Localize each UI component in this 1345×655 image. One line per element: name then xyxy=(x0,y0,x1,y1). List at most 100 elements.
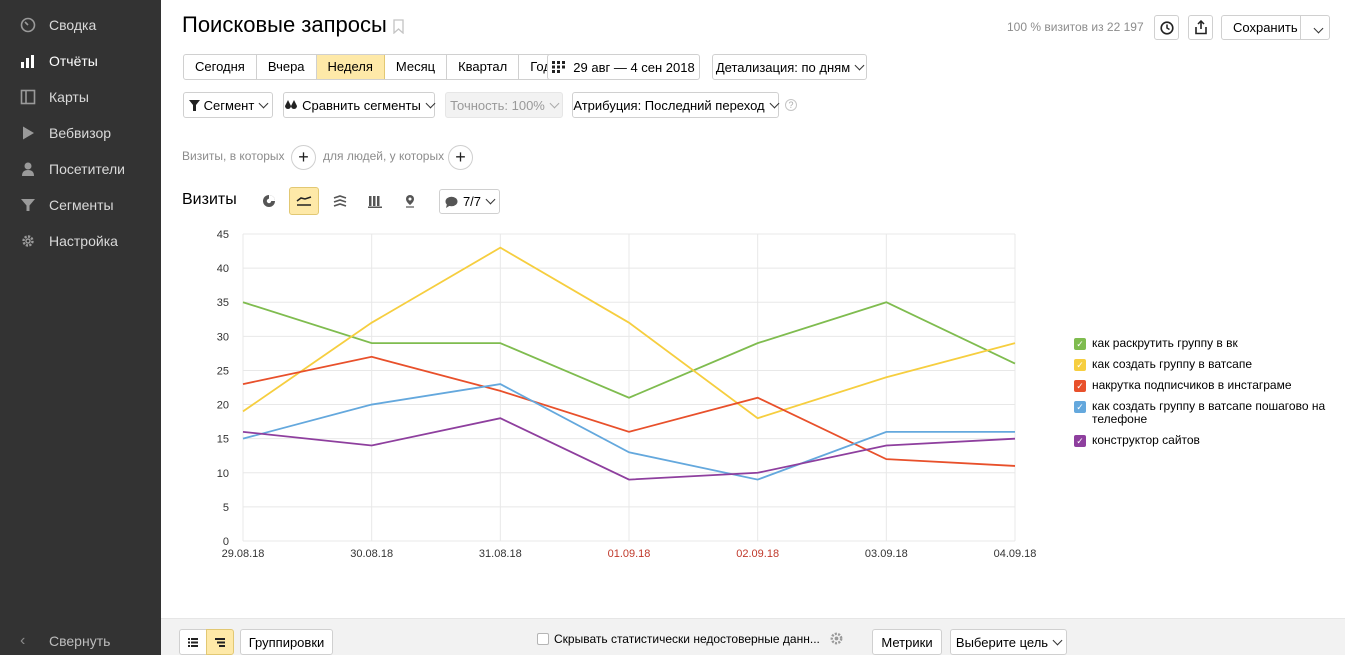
attribution-dropdown[interactable]: Атрибуция: Последний переход xyxy=(572,92,780,118)
stacked-area-view-button[interactable] xyxy=(325,187,355,215)
x-tick-label: 29.08.18 xyxy=(222,548,265,560)
save-label: Сохранить xyxy=(1222,16,1301,39)
line-chart-icon xyxy=(296,196,312,206)
compare-segments-dropdown[interactable]: Сравнить сегменты xyxy=(283,92,436,118)
metrics-label: Метрики xyxy=(881,634,933,650)
y-axis-ticks: 0 5 10 15 20 25 30 35 40 45 xyxy=(217,229,229,548)
tab-year[interactable]: Год xyxy=(530,59,551,74)
collapse-sidebar-button[interactable]: ‹ Свернуть xyxy=(20,632,110,650)
tree-view-button[interactable] xyxy=(206,629,234,655)
y-tick-label: 40 xyxy=(217,263,229,275)
x-axis-ticks: 29.08.18 30.08.18 31.08.18 01.09.18 02.09.18… xyxy=(222,548,1037,560)
legend-item[interactable]: ✓ как создать группу в ватсапе пошагово н… xyxy=(1074,400,1334,426)
save-button[interactable]: Сохранить xyxy=(1221,15,1330,40)
attribution-label: Атрибуция: Последний переход xyxy=(573,97,765,113)
footer-toolbar: Группировки Метрики Выберите цель xyxy=(161,618,1345,655)
tab-week[interactable]: Неделя xyxy=(316,55,385,79)
legend-label: как создать группу в ватсапе xyxy=(1092,357,1252,371)
goal-dropdown[interactable]: Выберите цель xyxy=(950,629,1067,655)
person-icon xyxy=(20,161,36,177)
sidebar-item-label: Настройка xyxy=(49,233,118,249)
series-line-1 xyxy=(242,301,1016,399)
page-title: Поисковые запросы xyxy=(182,12,387,37)
sidebar-item-visitors[interactable]: Посетители xyxy=(20,157,125,181)
list-view-button[interactable] xyxy=(179,629,207,655)
checkbox-checked-icon[interactable]: ✓ xyxy=(1074,338,1086,350)
legend-item[interactable]: ✓ как раскрутить группу в вк xyxy=(1074,337,1334,350)
period-tabs: Сегодня Вчера Неделя Месяц Квартал Год xyxy=(183,54,563,80)
hide-unreliable-label: Скрывать статистически недостоверные дан… xyxy=(554,632,820,646)
checkbox-checked-icon[interactable]: ✓ xyxy=(1074,435,1086,447)
chevron-left-icon: ‹ xyxy=(20,632,26,649)
list-icon xyxy=(188,637,198,647)
map-view-button[interactable] xyxy=(395,187,425,215)
legend-item[interactable]: ✓ накрутка подписчиков в инстаграме xyxy=(1074,379,1334,392)
history-button[interactable] xyxy=(1154,15,1179,40)
y-tick-label: 0 xyxy=(223,536,229,548)
sidebar-item-segments[interactable]: Сегменты xyxy=(20,193,114,217)
chart-grid xyxy=(242,233,1016,542)
sidebar-item-label: Посетители xyxy=(49,161,125,177)
y-tick-label: 25 xyxy=(217,365,229,377)
groupings-label: Группировки xyxy=(248,634,325,650)
tab-quarter[interactable]: Квартал xyxy=(447,55,520,79)
metrics-button[interactable]: Метрики xyxy=(872,629,942,655)
legend-label: как создать группу в ватсапе пошагово на… xyxy=(1092,399,1326,426)
pie-chart-icon xyxy=(263,195,275,207)
export-button[interactable] xyxy=(1188,15,1213,40)
visits-filter-label: Визиты, в которых xyxy=(182,149,285,163)
legend-item[interactable]: ✓ конструктор сайтов xyxy=(1074,434,1334,447)
y-tick-label: 30 xyxy=(217,331,229,343)
sidebar-item-label: Сегменты xyxy=(49,197,114,213)
series-line-2 xyxy=(242,246,1016,420)
sidebar-item-label: Отчёты xyxy=(49,53,98,69)
upload-icon xyxy=(1194,20,1207,35)
sidebar-item-label: Карты xyxy=(49,89,89,105)
accuracy-dropdown[interactable]: Точность: 100% xyxy=(445,92,563,118)
x-tick-label: 03.09.18 xyxy=(865,548,908,560)
series-select-dropdown[interactable]: 7/7 xyxy=(439,189,500,214)
sidebar-item-maps[interactable]: Карты xyxy=(20,85,89,109)
save-dropdown-chevron-icon[interactable] xyxy=(1301,20,1329,35)
segment-label: Сегмент xyxy=(203,97,255,113)
chevron-down-icon xyxy=(549,98,560,108)
checkbox-checked-icon[interactable]: ✓ xyxy=(1074,401,1086,413)
chevron-down-icon xyxy=(1052,635,1063,645)
add-visit-filter-button[interactable]: + xyxy=(291,145,316,170)
tab-month[interactable]: Месяц xyxy=(385,55,448,79)
line-chart-view-button[interactable] xyxy=(289,187,319,215)
tab-yesterday[interactable]: Вчера xyxy=(257,55,317,79)
series-count: 7/7 xyxy=(462,194,482,209)
stacked-area-icon xyxy=(333,195,347,207)
add-people-filter-button[interactable]: + xyxy=(448,145,473,170)
chart-lines xyxy=(242,246,1016,481)
sidebar-item-label: Сводка xyxy=(49,17,97,33)
legend-item[interactable]: ✓ как создать группу в ватсапе xyxy=(1074,358,1334,371)
sidebar-item-reports[interactable]: Отчёты xyxy=(20,49,98,73)
play-icon xyxy=(20,125,36,141)
funnel-icon xyxy=(188,99,200,111)
bookmark-icon[interactable] xyxy=(393,19,404,37)
help-icon[interactable]: ? xyxy=(785,99,797,111)
speech-bubble-icon xyxy=(445,196,458,208)
hide-unreliable-checkbox[interactable] xyxy=(537,633,549,645)
checkbox-checked-icon[interactable]: ✓ xyxy=(1074,359,1086,371)
chevron-down-icon xyxy=(485,194,496,205)
sidebar-item-webvisor[interactable]: Вебвизор xyxy=(20,121,111,145)
checkbox-checked-icon[interactable]: ✓ xyxy=(1074,380,1086,392)
chevron-down-icon xyxy=(258,98,269,108)
detail-dropdown[interactable]: Детализация: по дням xyxy=(712,54,867,80)
sidebar-item-label: Вебвизор xyxy=(49,125,112,141)
tab-today[interactable]: Сегодня xyxy=(184,55,257,79)
date-range-picker[interactable]: 29 авг — 4 сен 2018 xyxy=(547,54,700,80)
sidebar-item-summary[interactable]: Сводка xyxy=(20,13,96,37)
people-filter-label: для людей, у которых xyxy=(323,149,445,163)
accuracy-label: Точность: 100% xyxy=(450,97,545,113)
sidebar-item-settings[interactable]: Настройка xyxy=(20,229,118,253)
gear-icon[interactable] xyxy=(829,631,844,649)
segment-dropdown[interactable]: Сегмент xyxy=(183,92,273,118)
bar-chart-view-button[interactable] xyxy=(360,187,390,215)
groupings-button[interactable]: Группировки xyxy=(240,629,333,655)
plus-icon: + xyxy=(298,147,309,167)
pie-chart-view-button[interactable] xyxy=(254,187,284,215)
